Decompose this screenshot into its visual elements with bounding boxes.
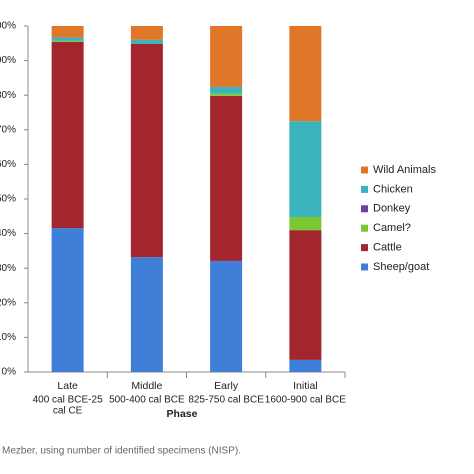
- legend-swatch: [361, 166, 368, 174]
- y-tick-label: 60%: [0, 159, 16, 170]
- bar-segment: [289, 216, 322, 231]
- legend-swatch: [361, 263, 368, 271]
- x-tick-sublabel: 500-400 cal BCE: [109, 395, 185, 406]
- x-tick-label: Initial: [293, 380, 318, 392]
- bar-segment: [130, 43, 163, 258]
- caption: Mezber, using number of identified speci…: [2, 446, 241, 457]
- y-tick-label: 40%: [0, 228, 16, 239]
- legend-label: Donkey: [373, 203, 411, 215]
- legend-label: Chicken: [373, 183, 413, 195]
- y-tick-label: 90%: [0, 55, 16, 66]
- bar-segment: [130, 26, 163, 40]
- x-tick-label: Late: [57, 380, 78, 392]
- bar-segment: [51, 228, 84, 372]
- bar-segment: [289, 230, 322, 360]
- bar-segment: [210, 95, 243, 261]
- bar-segment: [51, 40, 84, 42]
- bar-segment: [51, 26, 84, 38]
- legend-label: Wild Animals: [373, 164, 436, 176]
- legend-swatch: [361, 205, 368, 213]
- bar-segment: [51, 37, 84, 41]
- bar-segment: [289, 121, 322, 217]
- x-tick-sublabel: 825-750 cal BCE: [188, 395, 264, 406]
- y-tick-label: 10%: [0, 332, 16, 343]
- legend-label: Cattle: [373, 242, 402, 254]
- bar-segment: [130, 257, 163, 372]
- x-tick-sublabel: 1600-900 cal BCE: [265, 395, 346, 406]
- bar-segment: [289, 359, 322, 372]
- legend-swatch: [361, 185, 368, 193]
- y-tick-label: 30%: [0, 263, 16, 274]
- legend-label: Sheep/goat: [373, 261, 429, 273]
- x-tick-sublabel: 400 cal BCE-25: [33, 395, 103, 406]
- x-tick-label: Middle: [131, 380, 162, 392]
- x-axis-title: Phase: [167, 408, 198, 420]
- bar-segment: [289, 26, 322, 122]
- y-tick-label: 100%: [0, 21, 16, 32]
- y-tick-label: 70%: [0, 124, 16, 135]
- y-tick-label: 0%: [2, 367, 17, 378]
- y-tick-label: 50%: [0, 194, 16, 205]
- y-tick-label: 20%: [0, 297, 16, 308]
- bar-segment: [210, 26, 243, 87]
- legend-swatch: [361, 244, 368, 252]
- bar-segment: [210, 93, 243, 96]
- bar-segment: [210, 260, 243, 372]
- legend-swatch: [361, 224, 368, 232]
- legend-label: Camel?: [373, 222, 411, 234]
- x-tick-sublabel: cal CE: [53, 406, 83, 417]
- bar-segment: [210, 86, 243, 94]
- x-tick-label: Early: [214, 380, 239, 392]
- bar-segment: [51, 41, 84, 229]
- y-tick-label: 80%: [0, 90, 16, 101]
- bar-segment: [130, 39, 163, 44]
